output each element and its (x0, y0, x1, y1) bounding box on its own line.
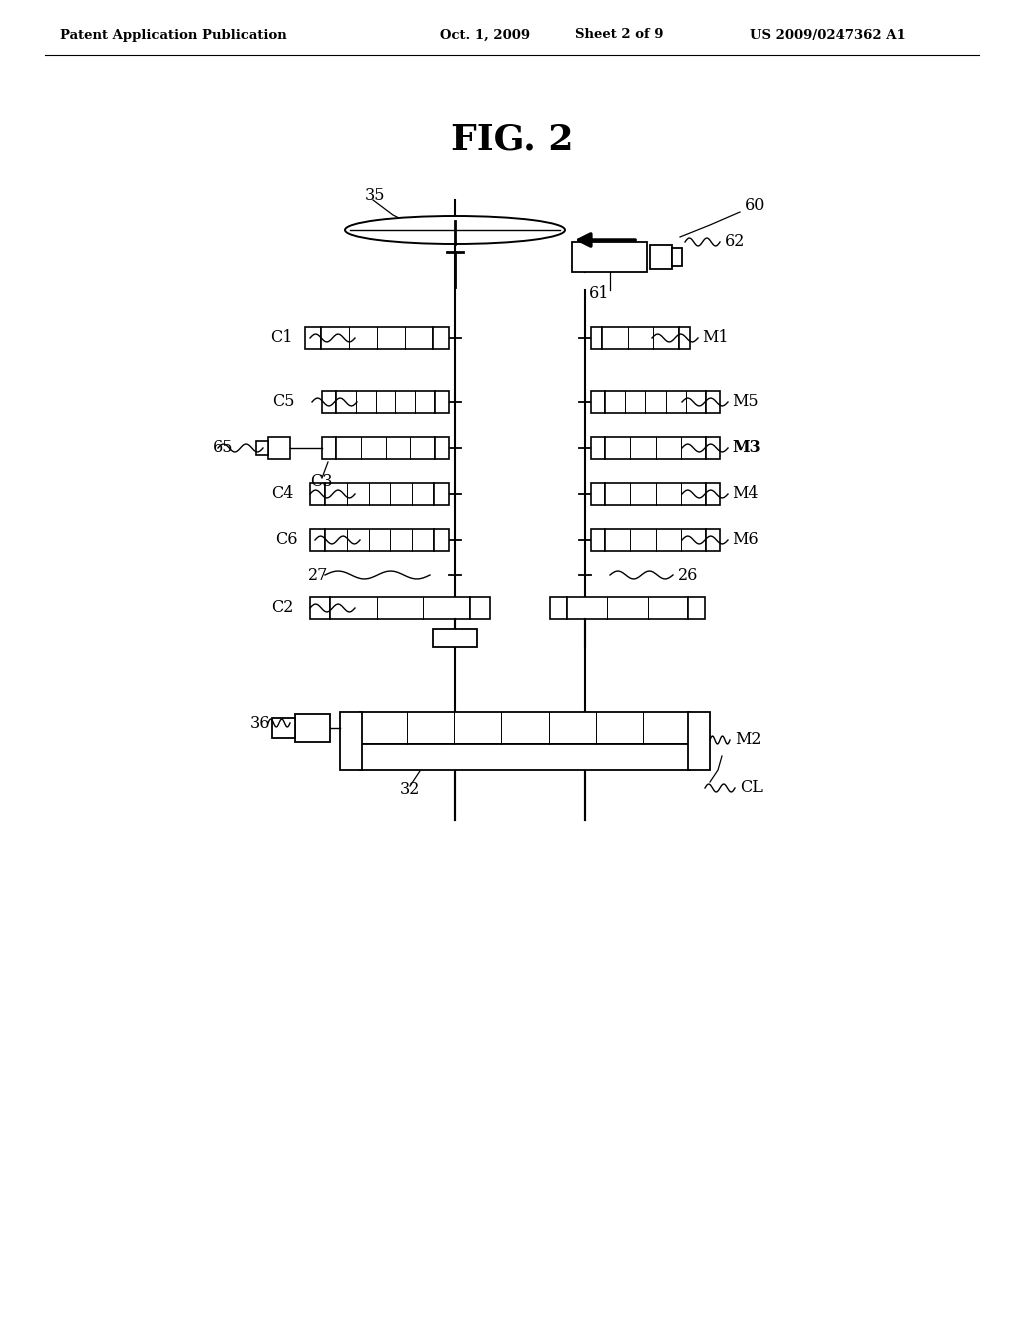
Text: 60: 60 (745, 197, 765, 214)
Text: M2: M2 (735, 731, 762, 748)
Bar (550, 597, 567, 619)
Text: Patent Application Publication: Patent Application Publication (60, 29, 287, 41)
Text: 65: 65 (213, 440, 233, 457)
Bar (602, 327, 679, 348)
Bar (336, 437, 435, 459)
Text: 36: 36 (250, 714, 270, 731)
Text: C3: C3 (310, 474, 333, 491)
Bar (650, 246, 672, 269)
Text: 32: 32 (400, 781, 421, 799)
Bar (435, 391, 449, 413)
Text: Sheet 2 of 9: Sheet 2 of 9 (575, 29, 664, 41)
Text: C1: C1 (270, 330, 293, 346)
Text: M6: M6 (732, 532, 759, 549)
Bar (706, 529, 720, 550)
Bar (360, 711, 690, 744)
Text: 27: 27 (308, 566, 329, 583)
Bar (322, 437, 336, 459)
Bar (360, 744, 690, 770)
Bar (310, 529, 326, 550)
Bar (688, 597, 705, 619)
Bar (679, 327, 690, 348)
Bar (591, 529, 605, 550)
Bar (295, 714, 330, 742)
Bar (435, 437, 449, 459)
Text: C6: C6 (275, 532, 298, 549)
Bar (310, 597, 330, 619)
Bar (305, 327, 321, 348)
Text: M3: M3 (732, 440, 761, 457)
Bar (272, 718, 295, 738)
Text: US 2009/0247362 A1: US 2009/0247362 A1 (750, 29, 906, 41)
Bar (470, 597, 490, 619)
Bar (706, 483, 720, 506)
Ellipse shape (345, 216, 565, 244)
Text: FIG. 2: FIG. 2 (451, 123, 573, 157)
Bar (340, 711, 362, 770)
Text: C5: C5 (272, 393, 295, 411)
Text: M5: M5 (732, 393, 759, 411)
Bar (268, 437, 290, 459)
Bar (591, 327, 602, 348)
Bar (591, 483, 605, 506)
Text: M4: M4 (732, 486, 759, 503)
Text: 61: 61 (589, 285, 609, 302)
Bar (567, 597, 688, 619)
Bar (336, 391, 435, 413)
Text: M1: M1 (702, 330, 729, 346)
Bar (591, 437, 605, 459)
Bar (330, 597, 470, 619)
Bar (310, 483, 326, 506)
Bar (605, 391, 706, 413)
Bar (605, 483, 706, 506)
Bar (433, 630, 477, 647)
Text: CL: CL (740, 780, 763, 796)
Bar (605, 437, 706, 459)
Text: C2: C2 (270, 599, 293, 616)
Bar (321, 327, 433, 348)
Bar (326, 529, 434, 550)
Text: Oct. 1, 2009: Oct. 1, 2009 (440, 29, 530, 41)
Bar (434, 483, 449, 506)
Bar (434, 529, 449, 550)
Text: 62: 62 (725, 234, 745, 251)
Bar (672, 248, 682, 267)
Text: C4: C4 (270, 486, 293, 503)
Bar (326, 483, 434, 506)
Text: 35: 35 (365, 186, 385, 203)
Bar (433, 327, 449, 348)
Bar (605, 529, 706, 550)
Bar (256, 441, 268, 455)
Bar (688, 711, 710, 770)
Text: 26: 26 (678, 566, 698, 583)
Bar (591, 391, 605, 413)
Bar (572, 242, 647, 272)
Bar (706, 391, 720, 413)
Bar (322, 391, 336, 413)
Bar (706, 437, 720, 459)
